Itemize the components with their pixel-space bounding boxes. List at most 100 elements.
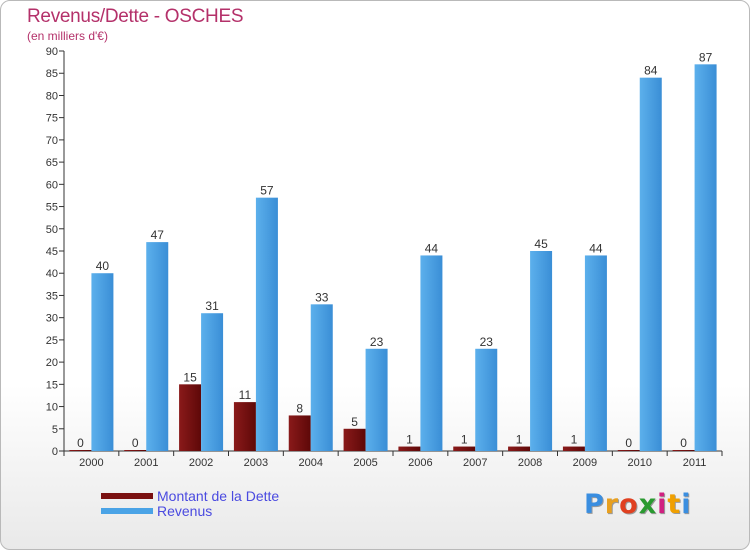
y-tick-label: 75 — [46, 113, 58, 125]
y-tick-label: 25 — [46, 335, 58, 347]
bar-dette — [562, 446, 585, 451]
bar-revenus — [639, 77, 662, 452]
bar-revenus — [201, 313, 224, 451]
y-tick-label: 55 — [46, 202, 58, 214]
data-label: 1 — [461, 433, 468, 447]
y-tick-label: 20 — [46, 357, 58, 369]
data-label: 45 — [534, 237, 548, 251]
y-tick-label: 10 — [46, 402, 58, 414]
data-label: 44 — [589, 241, 603, 255]
data-label: 31 — [205, 299, 219, 313]
legend: Montant de la Dette Revenus — [101, 487, 280, 519]
bar-revenus — [365, 348, 388, 451]
x-tick-label: 2005 — [353, 457, 377, 469]
bar-dette — [233, 402, 256, 451]
x-tick-label: 2009 — [573, 457, 597, 469]
y-tick-label: 65 — [46, 157, 58, 169]
data-label: 57 — [260, 184, 274, 198]
x-tick-label: 2002 — [189, 457, 213, 469]
data-label: 0 — [625, 436, 632, 450]
y-axis: 0 5 10 15 20 25 30 35 40 45 50 55 60 65 70 75 80 85 90 — [46, 46, 65, 458]
y-tick-label: 70 — [46, 135, 58, 147]
data-label: 40 — [96, 259, 110, 273]
bar-dette — [672, 450, 695, 451]
data-label: 33 — [315, 290, 329, 304]
x-tick-label: 2010 — [628, 457, 652, 469]
legend-item-revenus: Revenus — [101, 502, 279, 519]
legend-item-dette: Montant de la Dette — [101, 487, 280, 504]
y-tick-label: 35 — [46, 290, 58, 302]
logo-letter: P — [584, 489, 605, 520]
bar-revenus — [584, 255, 607, 451]
legend-swatch-dette — [101, 492, 153, 499]
data-label: 0 — [77, 436, 84, 450]
legend-label-dette: Montant de la Dette — [157, 487, 280, 504]
data-label: 8 — [296, 401, 303, 415]
bar-dette — [343, 428, 366, 451]
y-tick-label: 50 — [46, 224, 58, 236]
x-tick-label: 2007 — [463, 457, 487, 469]
bar-dette — [398, 446, 421, 451]
bar-dette — [124, 450, 147, 451]
y-tick-label: 45 — [46, 246, 58, 258]
x-tick-label: 2003 — [244, 457, 268, 469]
bar-revenus — [420, 255, 443, 451]
bar-dette — [453, 446, 476, 451]
legend-swatch-revenus — [101, 507, 153, 514]
x-tick-label: 2008 — [518, 457, 542, 469]
logo-letter: i — [681, 489, 692, 520]
data-label: 15 — [183, 370, 197, 384]
chart-title: Revenus/Dette - OSCHES — [27, 6, 244, 27]
bars — [69, 64, 717, 452]
logo-letter: t — [667, 489, 682, 520]
logo-letter: r — [604, 489, 620, 520]
data-label: 84 — [644, 64, 658, 78]
bar-dette — [508, 446, 531, 451]
proxiti-logo: Proxiti — [584, 489, 692, 520]
bar-dette — [179, 384, 202, 451]
data-label: 5 — [351, 415, 358, 429]
y-tick-label: 0 — [52, 446, 58, 458]
legend-label-revenus: Revenus — [157, 502, 213, 519]
bar-dette — [288, 415, 311, 451]
data-label: 87 — [699, 50, 713, 64]
y-tick-label: 60 — [46, 179, 58, 191]
bar-revenus — [146, 242, 169, 451]
x-tick-label: 2011 — [683, 457, 707, 469]
y-tick-label: 90 — [46, 46, 58, 58]
y-tick-label: 5 — [52, 424, 58, 436]
logo-letter: i — [657, 489, 668, 520]
y-tick-label: 80 — [46, 90, 58, 102]
data-label: 11 — [239, 388, 252, 402]
data-label: 0 — [132, 436, 139, 450]
bar-revenus — [530, 251, 553, 451]
bar-revenus — [91, 273, 114, 451]
x-tick-label: 2001 — [134, 457, 158, 469]
data-label: 23 — [370, 335, 384, 349]
x-tick-label: 2006 — [408, 457, 432, 469]
bar-revenus — [475, 348, 498, 451]
logo-letter: x — [638, 489, 658, 520]
y-tick-label: 30 — [46, 313, 58, 325]
data-label: 0 — [680, 436, 687, 450]
data-label: 1 — [571, 433, 578, 447]
bar-revenus — [310, 304, 333, 451]
data-label: 47 — [151, 228, 165, 242]
data-label: 1 — [406, 433, 413, 447]
data-label: 1 — [516, 433, 523, 447]
y-tick-label: 40 — [46, 268, 58, 280]
x-tick-label: 2000 — [79, 457, 103, 469]
bar-dette — [69, 450, 92, 451]
chart-subtitle: (en milliers d'€) — [27, 29, 108, 43]
bar-revenus — [694, 64, 717, 452]
data-label: 23 — [480, 335, 494, 349]
bar-dette — [617, 450, 640, 451]
data-label: 44 — [425, 241, 439, 255]
x-axis: 2000 2001 2002 2003 2004 2005 2006 2007 2008 2009… — [63, 450, 723, 469]
bar-revenus — [255, 197, 278, 451]
x-tick-label: 2004 — [299, 457, 323, 469]
y-tick-label: 15 — [46, 379, 58, 391]
y-tick-label: 85 — [46, 68, 58, 80]
